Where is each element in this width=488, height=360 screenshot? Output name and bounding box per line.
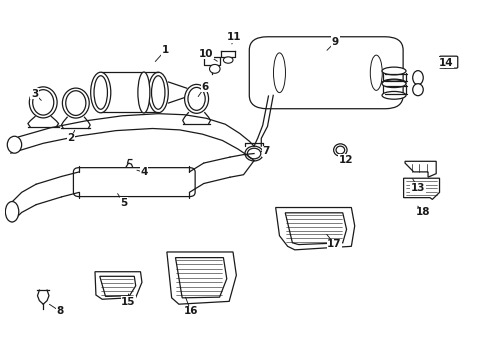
Text: 5: 5 — [120, 198, 127, 208]
Ellipse shape — [333, 144, 346, 156]
Text: 14: 14 — [438, 58, 452, 68]
Polygon shape — [403, 178, 439, 199]
Ellipse shape — [151, 76, 164, 109]
Ellipse shape — [90, 72, 111, 113]
Ellipse shape — [381, 91, 405, 99]
Polygon shape — [95, 272, 142, 299]
Ellipse shape — [5, 202, 19, 222]
FancyBboxPatch shape — [73, 168, 195, 197]
Polygon shape — [275, 207, 354, 250]
Ellipse shape — [209, 64, 220, 73]
Ellipse shape — [94, 76, 107, 109]
Ellipse shape — [412, 84, 423, 96]
Ellipse shape — [412, 71, 423, 85]
Ellipse shape — [62, 88, 89, 118]
Ellipse shape — [381, 79, 405, 87]
FancyBboxPatch shape — [249, 37, 402, 109]
Ellipse shape — [148, 72, 168, 113]
Ellipse shape — [244, 146, 263, 161]
Polygon shape — [404, 161, 435, 177]
Polygon shape — [285, 213, 346, 244]
Text: 9: 9 — [331, 37, 338, 47]
Ellipse shape — [247, 148, 260, 159]
Text: 6: 6 — [201, 81, 208, 91]
Text: 2: 2 — [67, 133, 75, 143]
Ellipse shape — [184, 84, 208, 113]
Ellipse shape — [187, 87, 205, 110]
Text: 3: 3 — [31, 89, 38, 99]
Text: 12: 12 — [338, 154, 353, 165]
Ellipse shape — [29, 87, 57, 118]
Text: 4: 4 — [140, 167, 147, 177]
Text: 11: 11 — [226, 32, 241, 42]
Polygon shape — [175, 258, 226, 298]
Text: 1: 1 — [162, 45, 169, 55]
Ellipse shape — [381, 80, 405, 87]
Polygon shape — [123, 163, 133, 181]
Text: 18: 18 — [415, 207, 429, 217]
Text: 8: 8 — [56, 306, 63, 316]
Text: 16: 16 — [183, 306, 198, 316]
Ellipse shape — [7, 136, 21, 153]
Text: 17: 17 — [326, 239, 341, 249]
Polygon shape — [166, 252, 236, 304]
Ellipse shape — [138, 72, 149, 113]
Ellipse shape — [223, 57, 232, 63]
Ellipse shape — [65, 91, 86, 116]
Ellipse shape — [381, 67, 405, 75]
Ellipse shape — [33, 90, 54, 115]
Ellipse shape — [335, 146, 344, 154]
Text: 15: 15 — [121, 297, 136, 307]
Text: 10: 10 — [199, 49, 213, 59]
FancyBboxPatch shape — [439, 56, 457, 68]
Text: 7: 7 — [262, 146, 269, 156]
Polygon shape — [100, 276, 136, 296]
Text: 13: 13 — [410, 183, 425, 193]
